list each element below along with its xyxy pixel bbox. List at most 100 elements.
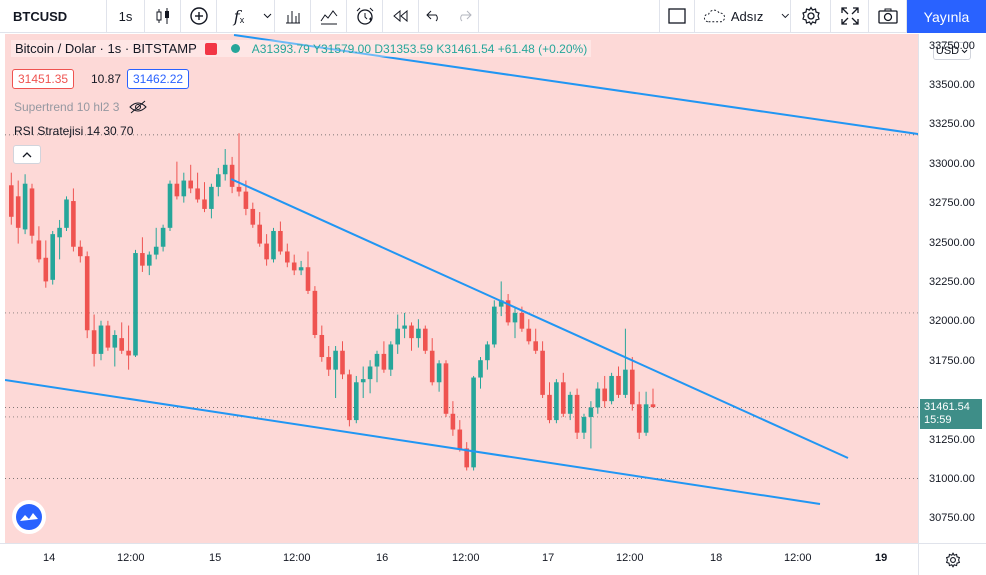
financials-icon[interactable] xyxy=(275,0,311,33)
layout-name: Adsız xyxy=(730,8,764,24)
candle-body xyxy=(643,404,649,433)
axis-settings-button[interactable] xyxy=(918,543,986,575)
time-tick-label: 12:00 xyxy=(616,552,644,564)
candle-body xyxy=(409,325,414,339)
price-tick-label: 32500.00 xyxy=(929,236,975,249)
layout-name-button[interactable]: Adsız xyxy=(695,0,791,33)
symbol-search-button[interactable]: BTCUSD xyxy=(0,0,107,33)
market-status-icon[interactable] xyxy=(230,44,240,53)
candle-body xyxy=(64,199,69,228)
cloud-icon xyxy=(703,9,725,23)
undo-icon[interactable] xyxy=(419,0,449,33)
chevron-down-icon xyxy=(961,49,968,53)
candle-body xyxy=(243,191,249,209)
chart-pane[interactable]: Bitcoin / Dolar · 1s · BITSTAMP A31393.7… xyxy=(5,34,918,543)
candle-body xyxy=(305,267,311,291)
collapse-legend-button[interactable] xyxy=(13,145,41,164)
candle-body xyxy=(264,243,269,260)
candle-body xyxy=(464,448,469,468)
price-tick-label: 31000.00 xyxy=(929,472,975,485)
interval-button[interactable]: 1s xyxy=(107,0,145,33)
indicator-supertrend[interactable]: Supertrend 10 hl2 3 xyxy=(14,100,148,114)
candle-body xyxy=(402,325,407,329)
candle-body xyxy=(519,312,525,329)
symbol-title[interactable]: Bitcoin / Dolar · 1s · BITSTAMP xyxy=(15,41,197,56)
candle-body xyxy=(271,230,276,260)
candle-body xyxy=(347,374,352,421)
gear-icon[interactable] xyxy=(791,0,831,33)
fullscreen-box-icon[interactable] xyxy=(659,0,695,33)
sell-price-button[interactable]: 31451.35 xyxy=(12,69,75,89)
candle-body xyxy=(202,199,207,209)
chevron-down-icon[interactable] xyxy=(261,0,275,33)
candle-body xyxy=(602,388,607,402)
publish-button[interactable]: Yayınla xyxy=(907,0,986,33)
candle-body xyxy=(533,341,538,351)
time-tick-label: 16 xyxy=(376,552,389,564)
time-tick-label: 15 xyxy=(209,552,222,564)
candle-body xyxy=(278,230,283,252)
trendline xyxy=(233,34,918,135)
gear-icon xyxy=(945,551,960,568)
candle-body xyxy=(105,325,111,348)
candles-icon[interactable] xyxy=(145,0,181,33)
candle-body xyxy=(57,227,62,238)
ohlc-values: A31393.79 Y31579.00 D31353.59 K31461.54 … xyxy=(251,41,588,56)
legend-row: Bitcoin / Dolar · 1s · BITSTAMP A31393.7… xyxy=(11,40,592,57)
candle-body xyxy=(636,404,642,433)
candle-body xyxy=(554,382,559,421)
candle-body xyxy=(498,300,504,307)
eye-hidden-icon[interactable] xyxy=(129,100,148,114)
price-tick-label: 33250.00 xyxy=(929,118,975,131)
templates-icon[interactable] xyxy=(311,0,347,33)
candle-body xyxy=(160,227,166,247)
time-tick-label: 14 xyxy=(43,552,56,564)
last-price: 31461.54 xyxy=(924,401,970,414)
fullscreen-icon[interactable] xyxy=(831,0,869,33)
candle-body xyxy=(181,180,187,197)
candle-body xyxy=(650,404,656,408)
candle-body xyxy=(236,186,242,192)
price-tick-label: 33000.00 xyxy=(929,157,975,170)
price-axis[interactable]: USD 33750.00 33500.00 33250.00 33000.00 3275… xyxy=(918,34,986,543)
candle-body xyxy=(209,186,214,209)
candle-body xyxy=(43,257,49,282)
chevron-up-icon xyxy=(22,151,32,157)
candle-body xyxy=(436,363,442,383)
currency-button[interactable]: USD xyxy=(933,42,971,60)
alert-icon[interactable] xyxy=(347,0,383,33)
hide-symbol-icon[interactable] xyxy=(204,42,217,55)
price-tick-label: 32750.00 xyxy=(929,197,975,210)
candle-body xyxy=(416,328,421,339)
camera-icon[interactable] xyxy=(869,0,907,33)
spread-value: 10.87 xyxy=(91,72,122,86)
candle-body xyxy=(457,429,463,449)
candle-body xyxy=(360,379,366,383)
trendline xyxy=(5,379,821,505)
replay-icon[interactable] xyxy=(383,0,419,33)
candle-body xyxy=(367,366,373,380)
buy-price-button[interactable]: 31462.22 xyxy=(127,69,190,89)
currency-label: USD xyxy=(935,45,960,57)
candle-body xyxy=(153,246,159,255)
candle-body xyxy=(126,350,131,356)
indicator-rsi-strategy[interactable]: RSI Stratejisi 14 30 70 xyxy=(14,124,134,138)
time-tick-label: 19 xyxy=(875,552,888,564)
candle-body xyxy=(298,267,304,271)
chevron-down-icon xyxy=(782,13,790,19)
add-compare-icon[interactable] xyxy=(181,0,217,33)
time-tick-label: 12:00 xyxy=(117,552,145,564)
tradingview-logo[interactable] xyxy=(12,500,46,534)
candle-body xyxy=(326,357,331,370)
candle-body xyxy=(616,375,621,395)
candle-body xyxy=(512,312,518,323)
redo-icon[interactable] xyxy=(449,0,479,33)
time-axis[interactable]: 14 12:00 15 12:00 16 12:00 17 12:00 18 12:00 19 xyxy=(0,543,918,575)
candle-body xyxy=(492,306,497,345)
candle-body xyxy=(526,328,532,342)
candle-body xyxy=(623,369,628,395)
chart-canvas[interactable] xyxy=(5,34,918,543)
candle-body xyxy=(91,330,97,354)
